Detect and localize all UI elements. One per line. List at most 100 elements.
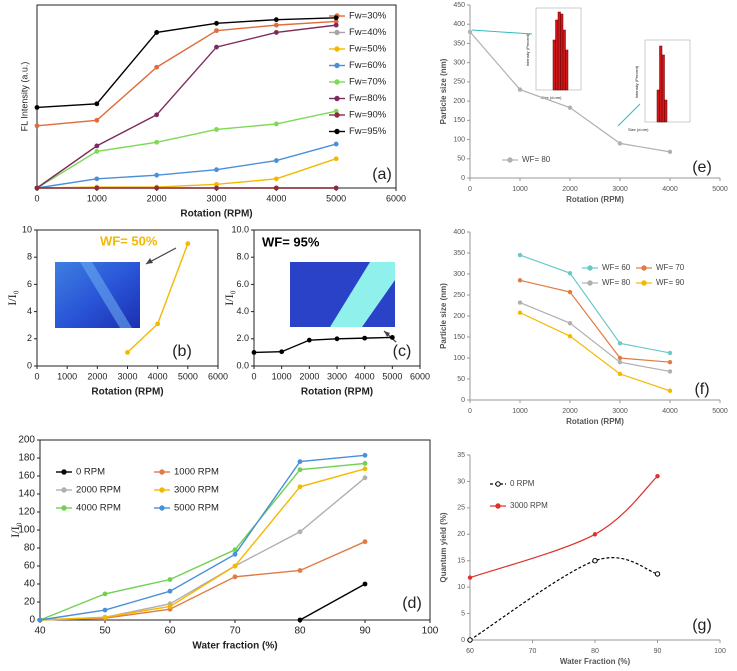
data-point — [232, 547, 238, 553]
legend-marker — [61, 487, 67, 493]
series-line — [299, 583, 366, 621]
x-axis-label: Rotation (RPM) — [91, 387, 163, 398]
y-tick-label: 0 — [461, 397, 465, 404]
data-point — [297, 459, 303, 464]
photo-b — [55, 247, 177, 328]
panel-label: (a) — [372, 166, 392, 183]
data-point — [214, 44, 219, 50]
data-point — [333, 141, 339, 147]
x-tick-label: 1000 — [512, 408, 528, 415]
y-tick-label: 20 — [24, 597, 36, 608]
legend-label: Fw=50% — [349, 44, 387, 55]
y-tick-label: 450 — [453, 2, 465, 9]
x-tick-label: 80 — [294, 626, 306, 637]
series-line — [39, 462, 366, 621]
legend-marker — [334, 62, 340, 69]
y-tick-label: 6.0 — [236, 279, 249, 289]
x-axis-label: Rotation (RPM) — [566, 417, 624, 426]
x-tick-label: 2000 — [87, 371, 107, 381]
insets-e — [471, 7, 691, 127]
data-point — [667, 350, 673, 356]
series-line — [519, 302, 671, 373]
series-line — [36, 20, 337, 127]
data-point — [94, 176, 100, 182]
x-axis-label: Water fraction (%) — [192, 641, 277, 652]
series-line — [469, 557, 658, 641]
legend-marker — [495, 481, 501, 487]
data-point — [214, 185, 219, 191]
panel-label: (c) — [393, 343, 412, 360]
data-point — [279, 349, 285, 355]
legend-label: 3000 RPM — [174, 485, 219, 496]
x-tick-label: 0 — [251, 371, 256, 381]
data-point — [517, 87, 523, 92]
x-tick-label: 5000 — [326, 193, 346, 203]
legend-marker — [159, 505, 165, 511]
data-point — [362, 466, 368, 472]
x-tick-label: 6000 — [410, 371, 430, 381]
legend-marker — [507, 157, 513, 163]
legend-label: WF= 70 — [656, 263, 685, 272]
photo-c — [290, 262, 397, 343]
x-axis-label: Rotation (RPM) — [566, 195, 624, 204]
x-tick-label: 100 — [714, 648, 726, 655]
data-point — [362, 335, 368, 341]
data-point — [362, 452, 368, 458]
inset-y-label: Intensity (Percent) — [525, 33, 530, 66]
x-tick-label: 5000 — [178, 371, 198, 381]
legend-marker — [334, 29, 340, 36]
y-tick-label: 2 — [27, 333, 32, 343]
data-point — [34, 105, 40, 110]
data-point — [297, 529, 303, 535]
x-tick-label: 100 — [422, 626, 439, 637]
data-point — [154, 64, 160, 70]
data-point — [167, 588, 173, 594]
data-point — [617, 355, 623, 361]
inset-x-label: Size (d.nm) — [628, 127, 649, 132]
data-point — [232, 563, 238, 569]
legend-label: Fw=40% — [349, 27, 387, 38]
legend-label: 0 RPM — [510, 479, 535, 488]
data-point — [567, 270, 573, 276]
series-line — [36, 143, 337, 189]
data-point — [214, 181, 219, 187]
data-point — [567, 289, 573, 295]
y-tick-label: 50 — [457, 376, 465, 383]
data-point — [567, 105, 573, 110]
legend-marker — [61, 505, 67, 511]
data-point — [362, 581, 368, 587]
data-point — [655, 473, 660, 479]
x-tick-label: 5000 — [712, 186, 728, 193]
data-point — [362, 461, 368, 466]
y-tick-label: 400 — [453, 229, 465, 236]
y-tick-label: 80 — [24, 543, 36, 554]
data-point — [102, 614, 108, 620]
legend-marker — [495, 503, 501, 509]
y-tick-label: 250 — [453, 292, 465, 299]
annotation: WF= 95% — [262, 234, 320, 249]
x-tick-label: 3000 — [612, 408, 628, 415]
series-line — [519, 254, 671, 354]
legend-label: WF= 80 — [602, 278, 631, 287]
legend-label: 2000 RPM — [76, 485, 121, 496]
series-line — [39, 468, 366, 621]
y-tick-label: 150 — [453, 117, 465, 124]
data-point — [167, 604, 173, 609]
x-tick-label: 0 — [468, 186, 472, 193]
data-point — [467, 575, 473, 580]
data-point — [154, 112, 160, 118]
x-tick-label: 40 — [34, 626, 46, 637]
y-tick-label: 250 — [453, 79, 465, 86]
data-point — [214, 28, 219, 34]
series-line — [39, 541, 366, 621]
y-tick-label: 100 — [18, 525, 35, 536]
y-tick-label: 35 — [457, 452, 465, 459]
data-point — [617, 360, 623, 365]
data-point — [214, 167, 219, 173]
x-tick-label: 70 — [529, 648, 537, 655]
y-axis-label: Quantum yield (%) — [439, 512, 448, 583]
y-tick-label: 40 — [24, 579, 36, 590]
data-point — [94, 117, 100, 123]
y-tick-label: 0 — [29, 615, 35, 626]
y-tick-label: 350 — [453, 40, 465, 47]
